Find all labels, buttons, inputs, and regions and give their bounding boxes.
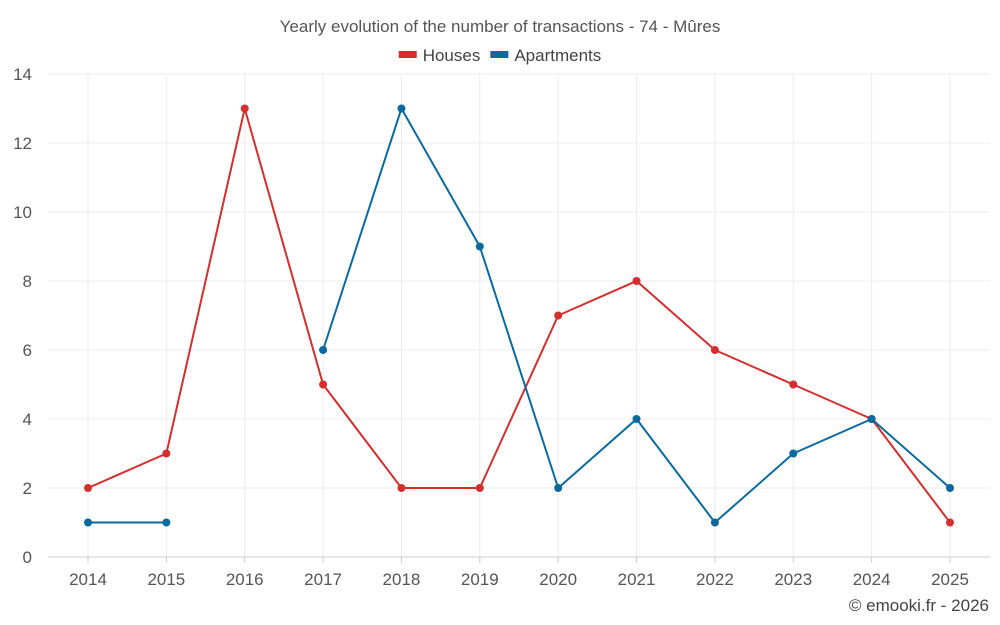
data-point-houses-2015[interactable] [162,449,171,458]
x-tick-label: 2024 [853,570,891,589]
y-axis: 0 2 4 6 8 10 12 14 [13,65,32,567]
data-point-apartments-2023[interactable] [789,449,798,458]
x-tick-label: 2017 [304,570,342,589]
legend-item-apartments[interactable]: Apartments [490,46,601,65]
series-layer [84,104,954,527]
data-point-houses-2021[interactable] [632,277,641,285]
series-houses [84,104,954,527]
data-point-apartments-2025[interactable] [946,484,954,492]
x-tick-label: 2023 [774,570,812,589]
x-tick-label: 2015 [147,570,185,589]
data-point-houses-2016[interactable] [240,104,249,113]
x-tick-label: 2020 [539,570,577,589]
x-tick-label: 2014 [69,570,107,589]
legend-label-apartments: Apartments [514,46,601,65]
data-point-houses-2022[interactable] [710,346,719,354]
data-point-apartments-2018[interactable] [397,104,406,113]
legend-swatch-apartments [490,51,509,58]
x-axis: 2014 2015 2016 2017 2018 2019 2020 2021 2022 2023… [48,556,990,589]
x-tick-label: 2016 [226,570,264,589]
data-point-houses-2018[interactable] [397,484,406,492]
data-point-apartments-2020[interactable] [554,484,563,492]
y-tick-label: 4 [23,410,32,429]
y-tick-label: 2 [23,479,32,498]
legend: Houses Apartments [398,46,601,65]
data-point-apartments-2022[interactable] [710,518,719,527]
x-tick-label: 2025 [931,570,969,589]
legend-label-houses: Houses [423,46,481,65]
y-tick-label: 6 [23,341,32,360]
legend-swatch-houses [398,51,417,58]
data-point-houses-2014[interactable] [84,484,92,492]
data-point-apartments-2024[interactable] [867,415,876,423]
series-line-houses-0 [87,107,951,524]
data-point-houses-2023[interactable] [789,380,798,389]
x-tick-label: 2018 [383,570,421,589]
credit-text: © emooki.fr - 2026 [849,596,989,615]
data-point-apartments-2014[interactable] [84,518,92,527]
y-tick-label: 14 [13,65,32,84]
data-point-houses-2020[interactable] [554,311,563,320]
data-point-houses-2017[interactable] [319,380,328,389]
y-tick-label: 8 [23,272,32,291]
x-tick-label: 2021 [618,570,656,589]
data-point-apartments-2017[interactable] [319,346,328,354]
data-point-apartments-2021[interactable] [632,415,641,423]
data-point-apartments-2015[interactable] [162,518,171,527]
grid [48,73,990,557]
y-tick-label: 10 [13,203,32,222]
y-tick-label: 0 [23,548,32,567]
chart-title: Yearly evolution of the number of transa… [280,17,721,36]
series-apartments [84,104,954,527]
y-tick-label: 12 [13,134,32,153]
data-point-apartments-2019[interactable] [475,242,484,251]
legend-item-houses[interactable]: Houses [398,46,481,65]
data-point-houses-2019[interactable] [475,484,484,492]
x-tick-label: 2022 [696,570,734,589]
x-tick-label: 2019 [461,570,499,589]
data-point-houses-2025[interactable] [946,518,954,527]
